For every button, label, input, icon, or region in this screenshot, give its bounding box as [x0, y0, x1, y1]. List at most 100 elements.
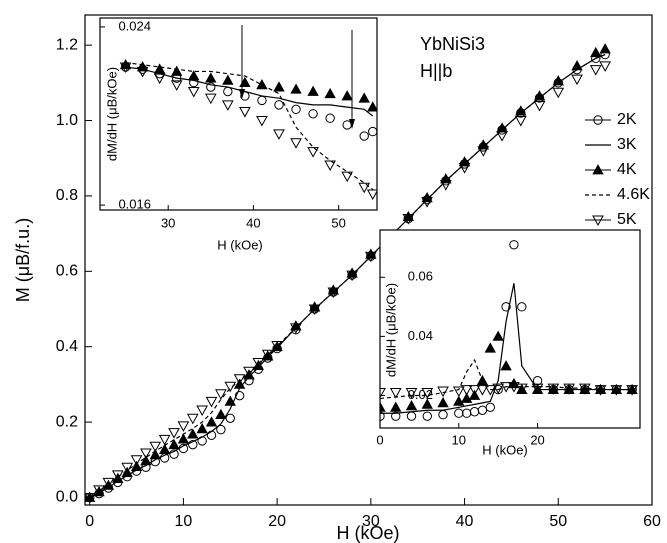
x-axis-label: H (kOe)	[337, 523, 400, 543]
data-point	[121, 462, 134, 474]
legend-label: 5K	[617, 211, 637, 228]
data-point	[216, 424, 226, 435]
data-point	[224, 381, 237, 393]
plot-frame	[99, 17, 378, 211]
legend-symbol	[592, 164, 604, 175]
data-point	[291, 104, 301, 115]
data-point	[119, 62, 132, 74]
data-point	[500, 382, 512, 393]
x-tick-label: 30	[362, 513, 380, 530]
x-tick-label: 20	[530, 432, 544, 447]
data-point	[196, 423, 208, 434]
series-line	[89, 54, 606, 498]
data-point	[140, 455, 152, 466]
data-point	[261, 349, 274, 361]
y-tick-label: 0.8	[56, 187, 78, 204]
data-point	[492, 330, 504, 341]
data-point	[111, 470, 124, 481]
data-point	[367, 101, 377, 112]
data-point	[590, 46, 602, 58]
data-point	[477, 146, 490, 157]
data-point	[325, 113, 335, 123]
data-point	[290, 83, 302, 94]
x-tick-label: 50	[549, 513, 567, 530]
data-point	[476, 385, 489, 396]
data-point	[130, 460, 143, 471]
data-point	[547, 383, 560, 395]
y-tick-label: 0.024	[118, 18, 151, 33]
data-point	[102, 477, 115, 489]
data-point	[158, 443, 171, 454]
data-point	[515, 383, 528, 395]
data-point	[391, 411, 401, 421]
data-point	[256, 115, 268, 127]
y-axis-label: dM/dH (μB/kOe)	[383, 283, 398, 377]
data-point	[468, 385, 481, 396]
x-tick-label: 20	[268, 513, 286, 530]
x-tick-label: 0	[376, 432, 383, 447]
data-point	[188, 70, 200, 81]
data-point	[149, 441, 162, 453]
data-point	[599, 43, 611, 54]
data-point	[307, 85, 319, 96]
data-point	[437, 397, 449, 408]
data-point	[485, 402, 496, 413]
data-point	[243, 369, 255, 380]
y-tick-label: 0.4	[56, 338, 78, 355]
data-point	[324, 160, 336, 172]
data-point	[177, 433, 190, 444]
annotation: H||b	[420, 61, 452, 81]
arrow-head	[349, 119, 355, 129]
data-point	[168, 438, 180, 450]
y-tick-label: 1.0	[56, 112, 78, 129]
y-tick-label: 0.016	[118, 197, 151, 212]
data-point	[158, 434, 171, 446]
data-point	[514, 116, 527, 127]
data-point	[187, 87, 200, 98]
data-point	[589, 65, 602, 76]
data-point	[421, 398, 433, 409]
data-point	[437, 386, 449, 398]
data-point	[205, 72, 217, 83]
plot-area	[119, 58, 377, 200]
data-point	[533, 90, 546, 101]
y-axis-label: dM/dH (μB/kOe)	[104, 67, 119, 161]
y-tick-label: 0.0	[56, 489, 78, 506]
x-tick-label: 30	[161, 215, 175, 230]
data-point	[206, 82, 216, 92]
x-axis-label: H (kOe)	[217, 237, 263, 252]
data-point	[290, 323, 302, 334]
data-point	[177, 421, 190, 432]
data-point	[496, 131, 508, 142]
data-point	[308, 304, 321, 316]
data-point	[215, 408, 227, 419]
x-tick-label: 0	[85, 513, 94, 530]
y-axis-label: M (μB/f.u.)	[13, 218, 33, 302]
series-line	[380, 358, 633, 400]
data-point	[453, 395, 465, 406]
data-point	[368, 126, 377, 137]
data-point	[324, 87, 336, 99]
data-point	[169, 449, 179, 459]
data-point	[358, 92, 370, 103]
data-point	[380, 411, 385, 421]
y-tick-label: 0.6	[56, 263, 78, 280]
data-point	[477, 405, 488, 415]
data-point	[492, 383, 505, 395]
data-point	[149, 449, 161, 460]
data-point	[273, 81, 285, 92]
data-point	[307, 147, 319, 158]
data-point	[405, 388, 418, 399]
data-point	[327, 287, 340, 299]
plot-area	[85, 43, 611, 504]
data-point	[452, 386, 465, 398]
data-point	[389, 388, 402, 399]
y-tick-label: 0.02	[408, 387, 433, 402]
data-point	[222, 74, 234, 85]
data-point	[170, 80, 183, 91]
series-line	[380, 283, 633, 414]
data-point	[364, 251, 377, 263]
data-point	[531, 383, 544, 395]
data-point	[571, 74, 583, 86]
x-tick-label: 40	[456, 513, 474, 530]
